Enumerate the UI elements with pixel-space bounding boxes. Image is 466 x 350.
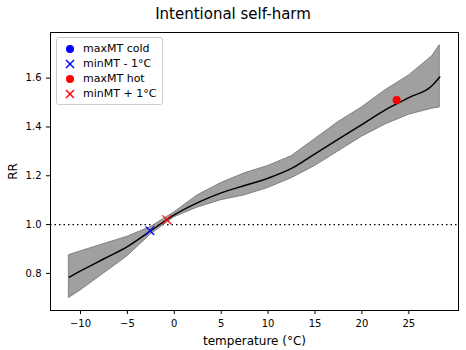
html-text:minMT - 1°C: minMT - 1°C bbox=[83, 57, 152, 70]
svg-text:1.6: 1.6 bbox=[26, 72, 42, 83]
svg-text:1.4: 1.4 bbox=[26, 121, 42, 132]
svg-text:10: 10 bbox=[262, 318, 275, 329]
html-text:Intentional self-harm: Intentional self-harm bbox=[155, 5, 311, 23]
svg-text:20: 20 bbox=[356, 318, 369, 329]
svg-text:1.0: 1.0 bbox=[26, 219, 42, 230]
html-text:minMT + 1°C: minMT + 1°C bbox=[83, 87, 157, 100]
html-text:maxMT hot: maxMT hot bbox=[83, 72, 145, 85]
svg-text:25: 25 bbox=[402, 318, 415, 329]
svg-text:15: 15 bbox=[309, 318, 322, 329]
svg-text:−10: −10 bbox=[70, 318, 91, 329]
svg-text:0: 0 bbox=[171, 318, 177, 329]
html-text:maxMT cold: maxMT cold bbox=[83, 42, 150, 55]
svg-text:RR: RR bbox=[6, 163, 20, 180]
svg-text:5: 5 bbox=[218, 318, 224, 329]
svg-text:temperature (°C): temperature (°C) bbox=[203, 334, 306, 348]
svg-text:0.8: 0.8 bbox=[26, 268, 42, 279]
svg-text:−5: −5 bbox=[120, 318, 135, 329]
svg-text:1.2: 1.2 bbox=[26, 170, 42, 181]
